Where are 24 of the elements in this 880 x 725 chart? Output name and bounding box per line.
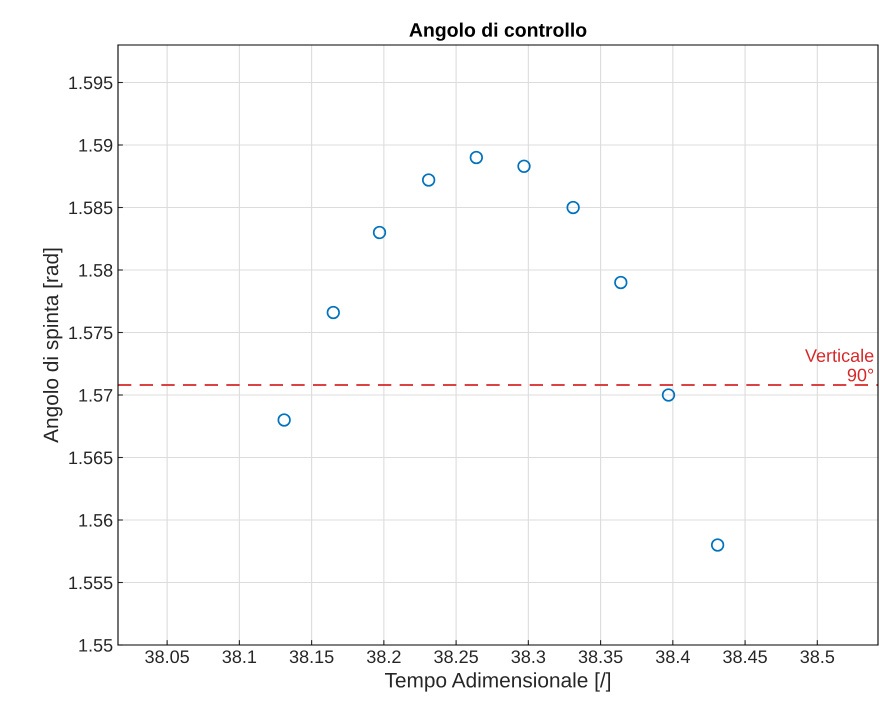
y-tick-label: 1.585	[69, 201, 112, 214]
y-tick-label: 1.595	[69, 76, 112, 90]
x-tick-label: 38.3	[511, 650, 546, 664]
x-tick-label: 38.1	[222, 650, 256, 664]
y-tick-label: 1.555	[69, 576, 112, 590]
x-tick-label: 38.25	[434, 650, 478, 664]
ref-line-label: Verticale 90°	[805, 348, 874, 382]
x-tick-label: 38.5	[800, 650, 834, 664]
x-tick-label: 38.05	[145, 650, 189, 664]
y-tick-label: 1.58	[79, 264, 112, 277]
y-tick-label: 1.565	[69, 451, 112, 464]
y-tick-label: 1.59	[79, 138, 112, 152]
y-tick-label: 1.56	[79, 514, 112, 527]
y-tick-label: 1.57	[79, 389, 112, 402]
x-tick-label: 38.2	[366, 650, 401, 664]
y-axis-title: Angolo di spinta [rad]	[42, 248, 62, 443]
x-tick-label: 38.15	[290, 650, 334, 664]
x-tick-label: 38.4	[656, 650, 690, 664]
x-axis-title: Tempo Adimensionale [/]	[384, 672, 610, 692]
chart-title: Angolo di controllo	[409, 22, 586, 41]
x-tick-label: 38.45	[723, 650, 767, 664]
y-tick-label: 1.55	[79, 639, 112, 652]
x-tick-label: 38.35	[578, 650, 622, 664]
y-tick-label: 1.575	[69, 326, 112, 340]
